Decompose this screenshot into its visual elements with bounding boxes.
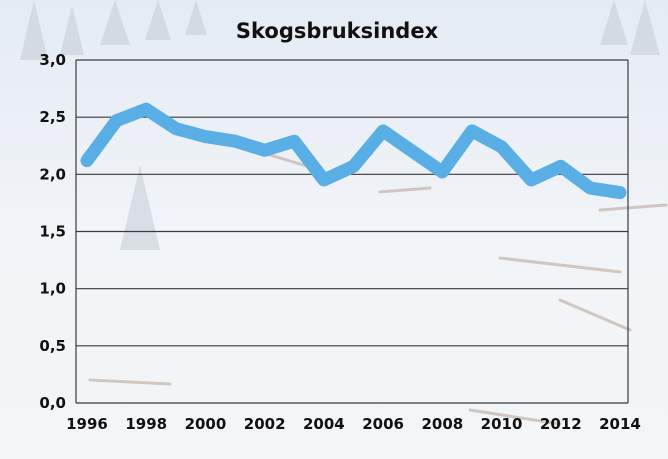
y-tick-label: 0,5 bbox=[39, 337, 66, 355]
y-tick-label: 2,5 bbox=[39, 108, 66, 126]
x-tick-label: 2006 bbox=[362, 415, 404, 433]
series-lines bbox=[80, 102, 627, 200]
x-tick-label: 2002 bbox=[244, 415, 286, 433]
y-tick-label: 0,0 bbox=[39, 394, 66, 412]
x-tick-label: 1996 bbox=[66, 415, 108, 433]
y-tick-label: 3,0 bbox=[39, 51, 66, 69]
chart-title: Skogsbruksindex bbox=[236, 19, 439, 43]
x-tick-label: 2004 bbox=[303, 415, 345, 433]
x-tick-label: 2014 bbox=[599, 415, 641, 433]
x-tick-label: 2000 bbox=[185, 415, 227, 433]
x-tick-label: 1998 bbox=[125, 415, 167, 433]
x-tick-label: 2012 bbox=[540, 415, 582, 433]
x-tick-label: 2010 bbox=[481, 415, 523, 433]
x-tick-label: 2008 bbox=[421, 415, 463, 433]
series-line bbox=[80, 102, 627, 200]
y-tick-label: 1,0 bbox=[39, 280, 66, 298]
y-axis-tick-labels: 0,0 0,5 1,0 1,5 2,0 2,5 3,0 bbox=[39, 51, 66, 412]
y-tick-label: 2,0 bbox=[39, 165, 66, 183]
x-axis-tick-labels: 1996 1998 2000 2002 2004 2006 2008 2010 2012 2014 bbox=[66, 415, 641, 433]
y-tick-label: 1,5 bbox=[39, 223, 66, 241]
